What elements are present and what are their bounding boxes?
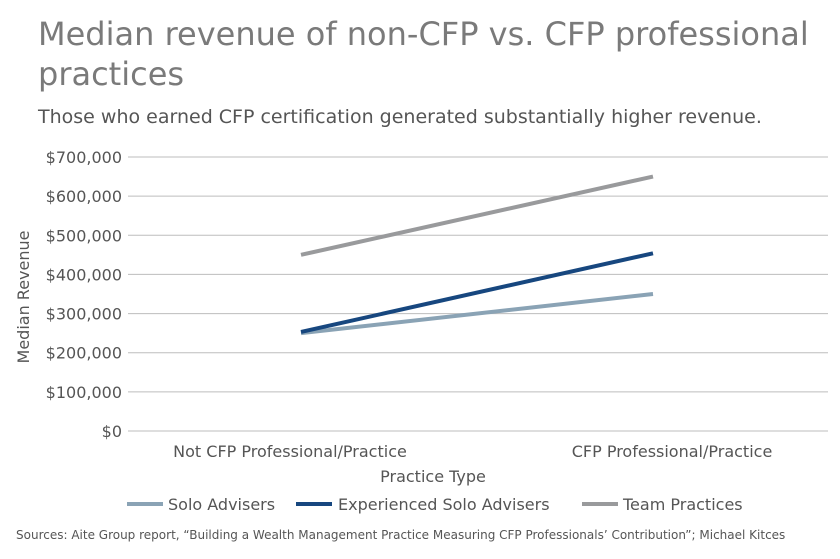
x-axis-ticks: Not CFP Professional/Practice CFP Profess… xyxy=(173,442,772,461)
series-line-1 xyxy=(300,251,654,334)
y-tick-label: $600,000 xyxy=(46,187,122,206)
source-note: Sources: Aite Group report, “Building a … xyxy=(16,528,786,542)
chart-title: Median revenue of non-CFP vs. CFP profes… xyxy=(38,15,809,93)
y-tick-label: $700,000 xyxy=(46,148,122,167)
y-tick-label: $200,000 xyxy=(46,344,122,363)
x-axis-label: Practice Type xyxy=(380,467,486,486)
legend-label: Solo Advisers xyxy=(168,495,275,514)
y-tick-label: $300,000 xyxy=(46,305,122,324)
series-line-0 xyxy=(300,292,654,336)
x-tick-label: Not CFP Professional/Practice xyxy=(173,442,407,461)
y-tick-label: $0 xyxy=(102,422,122,441)
y-axis-ticks: $0 $100,000 $200,000 $300,000 $400,000 $500,0… xyxy=(46,148,122,441)
y-tick-label: $500,000 xyxy=(46,226,122,245)
y-tick-label: $400,000 xyxy=(46,265,122,284)
line-chart: $0 $100,000 $200,000 $300,000 $400,000 $500,0… xyxy=(14,148,828,514)
series-line-2 xyxy=(300,174,654,257)
y-axis-label: Median Revenue xyxy=(14,231,33,364)
legend-label: Team Practices xyxy=(622,495,743,514)
x-tick-label: CFP Professional/Practice xyxy=(572,442,773,461)
series-lines xyxy=(300,174,654,336)
legend-label: Experienced Solo Advisers xyxy=(338,495,550,514)
legend: Solo Advisers Experienced Solo Advisers Te… xyxy=(127,495,743,514)
y-tick-label: $100,000 xyxy=(46,383,122,402)
chart-subtitle: Those who earned CFP certification gener… xyxy=(38,106,762,128)
